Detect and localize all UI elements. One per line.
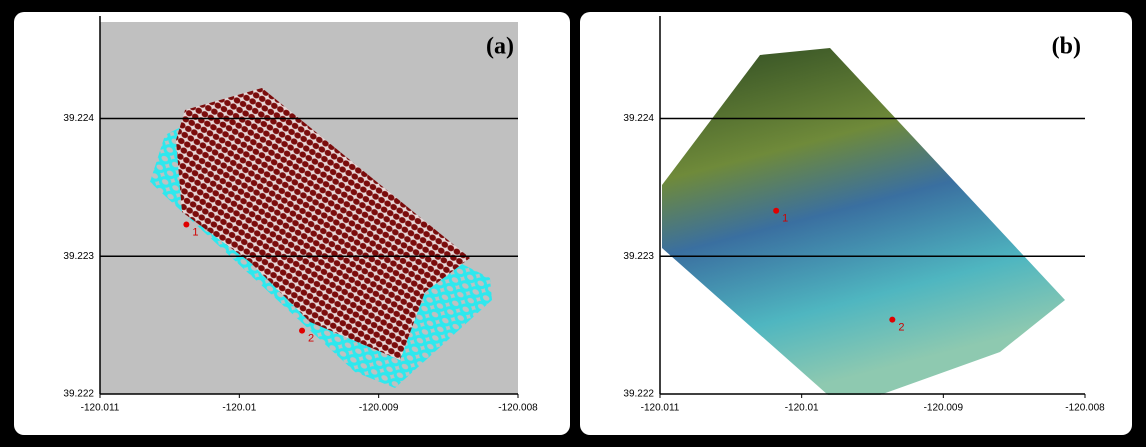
panel-label: (a): [486, 34, 514, 60]
y-tick-label: 39.222: [63, 389, 94, 400]
x-tick-label: -120.011: [641, 403, 680, 414]
annotation-label: 1: [782, 213, 788, 225]
annotation-label: 2: [898, 322, 904, 334]
annotation-point: [889, 316, 896, 323]
annotation-point: [773, 207, 780, 214]
x-tick-label: -120.009: [359, 403, 399, 414]
depth-points: [176, 88, 470, 360]
x-tick-label: -120.01: [222, 403, 256, 414]
x-tick-label: -120.009: [924, 403, 964, 414]
x-tick-label: -120.01: [785, 403, 819, 414]
annotation-point: [299, 327, 306, 334]
annotation-point: [183, 221, 190, 228]
annotation-label: 1: [192, 226, 198, 238]
y-tick-label: 39.223: [623, 251, 654, 262]
annotation-label: 2: [308, 333, 314, 345]
panel-label: (b): [1052, 34, 1081, 60]
y-tick-label: 39.224: [623, 113, 654, 124]
aerial-image: [662, 48, 1065, 395]
x-tick-label: -120.011: [81, 403, 120, 414]
x-tick-label: -120.008: [498, 403, 538, 414]
x-tick-label: -120.008: [1065, 403, 1105, 414]
y-tick-label: 39.223: [63, 251, 94, 262]
y-tick-label: 39.222: [623, 389, 654, 400]
y-tick-label: 39.224: [63, 113, 94, 124]
